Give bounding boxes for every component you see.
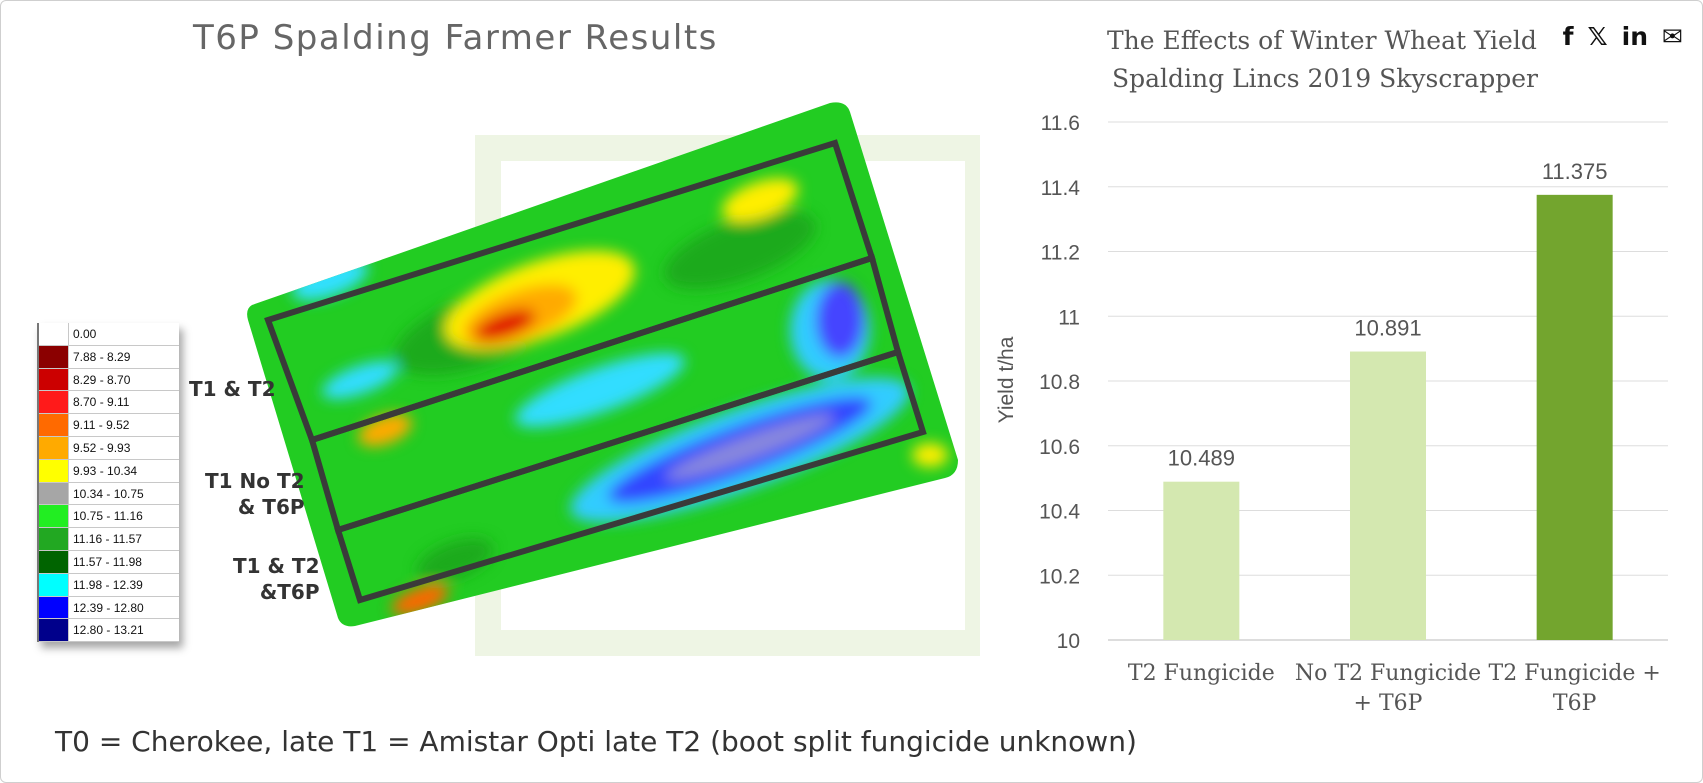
x-icon[interactable]: 𝕏 xyxy=(1587,22,1608,51)
zone-label-3: T1 & T2 &T6P xyxy=(233,553,319,605)
map-legend: 0.00 7.88 - 8.29 8.29 - 8.70 8.70 - 9.11 9.1… xyxy=(37,323,179,643)
legend-label: 0.00 xyxy=(73,327,97,341)
y-axis-title: Yield t/ha xyxy=(995,336,1018,423)
legend-label: 8.29 - 8.70 xyxy=(73,372,131,387)
legend-label: 9.93 - 10.34 xyxy=(73,463,138,478)
legend-swatch xyxy=(39,459,69,482)
legend-row: 8.29 - 8.70 xyxy=(39,368,179,392)
legend-label: 11.98 - 12.39 xyxy=(73,577,143,592)
y-tick-label: 10.2 xyxy=(1039,565,1080,588)
y-tick-label: 10 xyxy=(1057,630,1080,653)
legend-swatch xyxy=(39,323,69,345)
bar xyxy=(1536,194,1613,640)
legend-swatch xyxy=(39,573,69,596)
legend-label: 11.57 - 11.98 xyxy=(73,554,142,569)
y-tick-label: 11.2 xyxy=(1041,242,1080,265)
legend-row: 11.16 - 11.57 xyxy=(39,528,179,551)
legend-label: 8.70 - 9.11 xyxy=(73,395,130,410)
legend-label: 11.16 - 11.57 xyxy=(73,532,142,547)
legend-row: 11.98 - 12.39 xyxy=(39,573,179,597)
y-tick-label: 11.6 xyxy=(1041,112,1080,135)
legend-swatch xyxy=(39,482,69,505)
bar xyxy=(1163,481,1240,640)
page-title: T6P Spalding Farmer Results xyxy=(193,18,718,58)
yield-map xyxy=(247,102,980,656)
bar-value-label: 11.375 xyxy=(1542,159,1608,184)
chart-title-line1: The Effects of Winter Wheat Yield xyxy=(1107,26,1537,55)
legend-label: 7.88 - 8.29 xyxy=(73,349,131,364)
chart-subtitle: Spalding Lincs 2019 Skyscrapper xyxy=(1112,64,1538,93)
legend-swatch xyxy=(39,528,69,550)
legend-label: 9.52 - 9.93 xyxy=(73,440,131,455)
y-tick-label: 11.4 xyxy=(1041,177,1081,200)
linkedin-icon[interactable]: in xyxy=(1621,22,1649,51)
footnote: T0 = Cherokee, late T1 = Amistar Opti la… xyxy=(55,725,1137,758)
email-icon[interactable]: ✉ xyxy=(1662,22,1683,51)
legend-swatch xyxy=(39,414,69,436)
legend-swatch xyxy=(39,619,69,642)
legend-row: 7.88 - 8.29 xyxy=(39,345,179,369)
legend-swatch xyxy=(39,345,69,368)
bar xyxy=(1350,351,1426,640)
zone-label-2-line1: T1 No T2 xyxy=(205,469,305,493)
legend-row: 10.75 - 11.16 xyxy=(39,505,179,529)
legend-row: 12.80 - 13.21 xyxy=(39,619,179,643)
x-tick-label: + T6P xyxy=(1354,691,1423,716)
legend-swatch xyxy=(39,550,69,573)
bar-value-label: 10.489 xyxy=(1168,446,1235,471)
chart-title: The Effects of Winter Wheat Yield Spaldi… xyxy=(1107,22,1562,98)
x-tick-label: T2 Fungicide + xyxy=(1489,661,1661,686)
share-bar: f 𝕏 in ✉ xyxy=(1563,22,1683,52)
legend-swatch xyxy=(39,505,69,528)
legend-row: 10.34 - 10.75 xyxy=(39,482,179,506)
legend-row: 11.57 - 11.98 xyxy=(39,550,179,574)
legend-row: 9.52 - 9.93 xyxy=(39,436,179,460)
legend-row: 9.93 - 10.34 xyxy=(39,459,179,483)
zone-label-1: T1 & T2 xyxy=(189,376,275,402)
legend-label: 12.39 - 12.80 xyxy=(73,600,144,615)
legend-row: 9.11 - 9.52 xyxy=(39,414,179,437)
zone-label-3-line2: &T6P xyxy=(259,580,320,604)
y-tick-label: 10.6 xyxy=(1039,436,1080,459)
zone-label-1-text: T1 & T2 xyxy=(189,377,276,401)
legend-label: 10.75 - 11.16 xyxy=(73,509,143,524)
x-tick-label: No T2 Fungicide xyxy=(1295,661,1481,686)
legend-swatch xyxy=(39,391,69,414)
legend-row: 0.00 xyxy=(39,323,179,346)
y-tick-label: 10.8 xyxy=(1039,371,1080,394)
legend-label: 10.34 - 10.75 xyxy=(73,486,144,501)
legend-row: 12.39 - 12.80 xyxy=(39,596,179,620)
zone-label-3-line1: T1 & T2 xyxy=(233,554,320,578)
legend-swatch xyxy=(39,596,69,619)
x-tick-label: T2 Fungicide xyxy=(1128,661,1275,686)
legend-label: 9.11 - 9.52 xyxy=(73,418,130,433)
legend-swatch xyxy=(39,436,69,459)
legend-label: 12.80 - 13.21 xyxy=(73,623,144,638)
x-tick-label: T6P xyxy=(1553,691,1597,716)
legend-swatch xyxy=(39,368,69,391)
y-tick-label: 10.4 xyxy=(1039,501,1080,524)
facebook-icon[interactable]: f xyxy=(1562,22,1574,51)
legend-row: 8.70 - 9.11 xyxy=(39,391,179,415)
zone-strips xyxy=(264,139,927,604)
bar-value-label: 10.891 xyxy=(1354,316,1421,341)
y-tick-label: 11 xyxy=(1058,306,1080,329)
zone-label-2: T1 No T2 & T6P xyxy=(205,468,305,520)
zone-label-2-line2: & T6P xyxy=(237,495,305,519)
